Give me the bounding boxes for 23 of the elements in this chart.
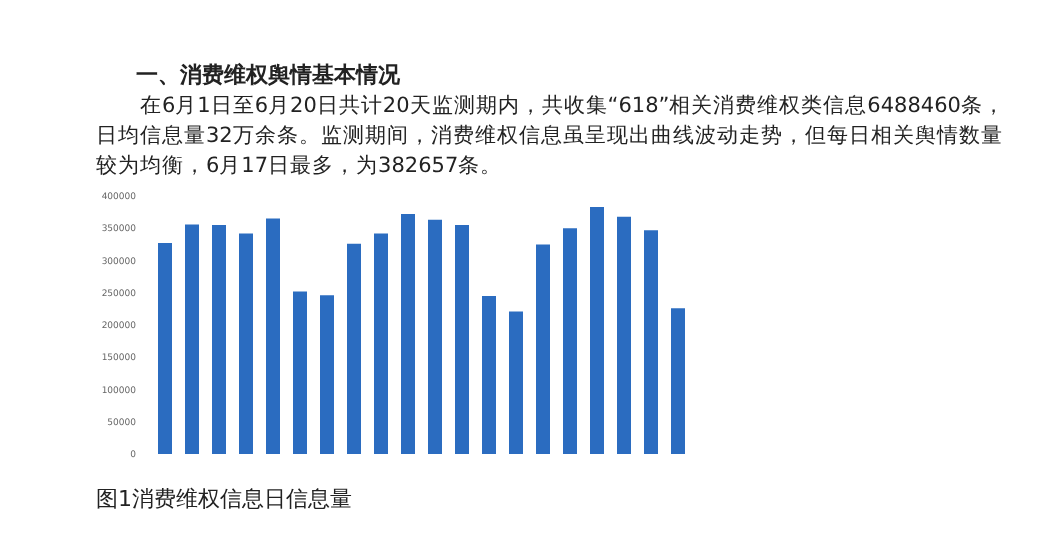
bar [590,206,604,454]
bar [482,295,496,454]
caption: 图1消费维权信息日信息量 [96,484,352,514]
bar [158,243,172,454]
bar [644,230,658,454]
bar [347,243,361,454]
bar [509,311,523,454]
bar [266,218,280,454]
bar [428,219,442,454]
bar [212,225,226,454]
chart-title: 一、消费维权舆情基本情况 [136,60,400,90]
bar [617,216,631,454]
bar [320,295,334,454]
bar [536,244,550,454]
bar [563,228,577,454]
chart-subtitle: 在6月1日至6月20日共计20天监测期内，共收集“618”相关消费维权类信息6488460条，日均信息量32万余条。监测期间，消费维权信息虽呈现出曲线波动走势，但每日相关舆情数量较为均衡，6月17日最多，为382657条。 [96,92,1007,182]
bar [293,291,307,454]
bar [401,214,415,454]
bar [374,233,388,454]
bar [671,308,685,454]
bar [185,224,199,454]
bar [239,233,253,454]
bar [455,225,469,454]
